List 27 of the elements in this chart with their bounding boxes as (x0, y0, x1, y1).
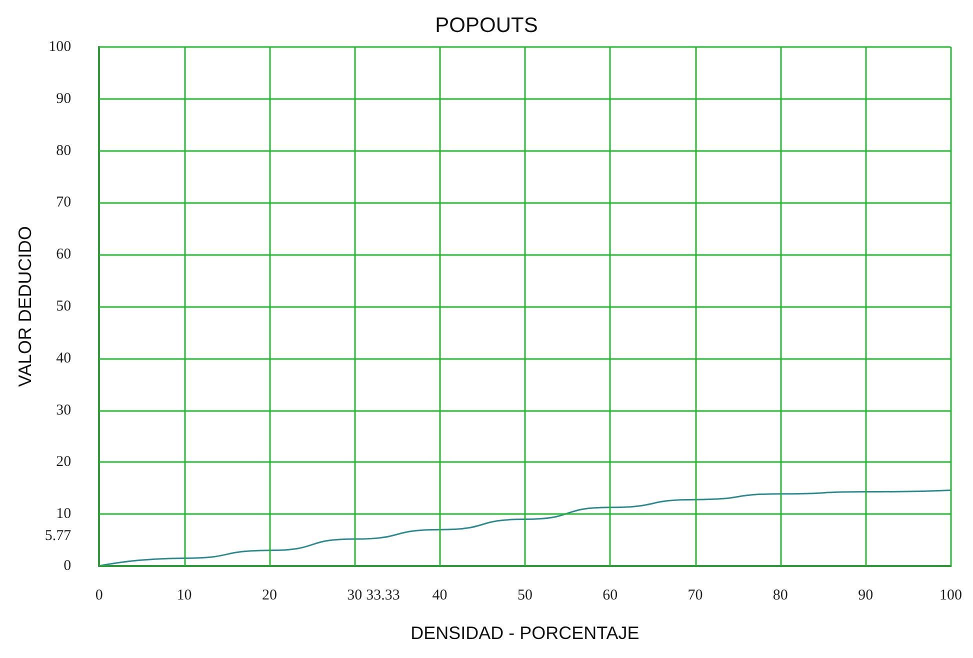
y-tick-label: 5.77 (44, 528, 72, 544)
x-tick-label: 70 (688, 588, 703, 604)
x-tick-label: 0 (95, 588, 103, 604)
x-tick-label: 33.33 (366, 588, 400, 604)
x-tick-label: 50 (517, 588, 532, 604)
y-tick-label: 50 (56, 298, 72, 314)
chart-title: POPOUTS (435, 14, 538, 37)
y-tick-label: 70 (56, 194, 72, 211)
y-tick-label: 0 (64, 558, 72, 574)
y-tick-label: 60 (56, 246, 72, 263)
y-tick-label: 10 (56, 506, 72, 522)
x-axis-title: DENSIDAD - PORCENTAJE (410, 623, 640, 643)
y-axis-title: VALOR DEDUCIDO (15, 226, 35, 387)
y-tick-label: 80 (56, 142, 72, 159)
y-tick-label: 90 (56, 90, 72, 107)
x-tick-label: 60 (602, 588, 618, 604)
x-tick-label: 90 (858, 588, 874, 604)
x-tick-label: 30 (347, 588, 362, 604)
x-tick-label: 20 (262, 588, 277, 604)
x-tick-label: 100 (940, 588, 962, 604)
y-tick-label: 30 (56, 402, 72, 418)
x-tick-label: 10 (176, 588, 192, 604)
y-tick-label: 20 (56, 454, 72, 470)
x-tick-label: 40 (432, 588, 448, 604)
x-tick-label: 80 (772, 588, 788, 604)
y-tick-label: 40 (56, 350, 72, 366)
y-tick-label: 100 (48, 39, 72, 55)
